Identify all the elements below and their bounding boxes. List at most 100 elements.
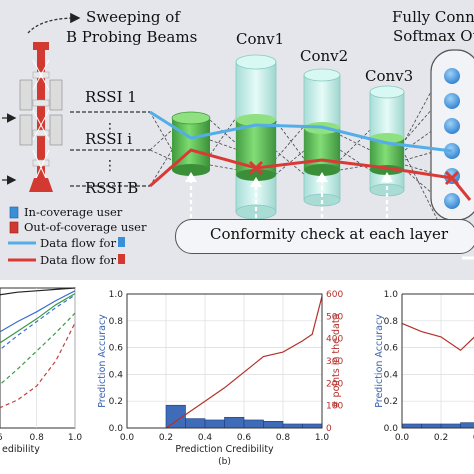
layer-fan-lines xyxy=(209,74,441,226)
diagram-graphics: ⋮ ⋮ xyxy=(2,12,474,264)
panel-b-plot: 0.0 0.2 0.4 0.6 0.8 1.00.00.20.40.60.81.00100… xyxy=(97,290,343,467)
panel-b-ytick-label: 1.0 xyxy=(109,290,124,300)
panel-a-series-line xyxy=(0,294,76,351)
panel-c-ytick-label: 0.6 xyxy=(384,344,399,354)
panel-b-xlabel: Prediction Credibility xyxy=(175,444,274,455)
panel-b-bar xyxy=(302,423,323,429)
rssi-b-label: RSSI B xyxy=(85,179,139,197)
panel-b-bar xyxy=(263,421,284,429)
panel-a-series-line xyxy=(0,312,76,386)
panel-a-series-line xyxy=(0,287,76,296)
conv3-label: Conv3 xyxy=(365,67,414,85)
panel-c-bar xyxy=(440,423,461,429)
sweep-arrow xyxy=(27,12,81,34)
panel-a-series-line xyxy=(0,290,76,333)
panel-b-ytick-label: 0.4 xyxy=(109,370,124,380)
panel-b-axes-frame xyxy=(126,293,323,429)
conv1-cylinder xyxy=(235,54,277,220)
panel-c-ytick-label: 0.4 xyxy=(384,370,399,380)
panel-c-ytick-label: 0.0 xyxy=(384,424,399,434)
rssi-i-label: RSSI i xyxy=(85,130,133,148)
legend-flow-in: Data flow for xyxy=(40,236,116,250)
panel-a-xtick-label: .6 xyxy=(0,433,3,443)
legend-out-coverage-icon xyxy=(9,221,19,234)
panel-b-xtick-label: 1.0 xyxy=(315,433,330,443)
antenna-tower-icon xyxy=(19,42,63,192)
sweep-label-line1: Sweeping of xyxy=(86,8,180,26)
in-coverage-flow-line xyxy=(149,110,453,153)
panel-b-bar xyxy=(224,416,245,429)
panel-b-ytick-label: 0.8 xyxy=(109,317,124,327)
output-node xyxy=(444,118,460,134)
rejection-cross-marks xyxy=(248,160,460,186)
panel-c-xtick-label: 0.2 xyxy=(434,433,448,443)
conformity-arrows xyxy=(189,180,389,218)
output-node xyxy=(444,93,460,109)
panel-b-ytick-right-label: 200 xyxy=(326,379,343,389)
ellipsis-dots: ⋮ xyxy=(103,121,117,137)
panel-b-xtick-label: 0.4 xyxy=(198,433,213,443)
panel-c-xtick-label: 0.0 xyxy=(395,433,410,443)
output-label-line1: Fully Conne xyxy=(392,8,474,26)
panel-b-count-line xyxy=(165,296,323,429)
legend-out-coverage: Out-of-coverage user xyxy=(24,220,147,234)
panel-a-series-line xyxy=(0,322,76,409)
panel-b-ytick-right-label: 300 xyxy=(326,357,343,367)
panel-a-series-line xyxy=(0,293,76,344)
panel-b-ytick-label: 0.6 xyxy=(109,344,124,354)
panel-b-ytick-right-label: 600 xyxy=(326,290,343,300)
panel-a-xtick-label: 1.0 xyxy=(68,433,83,443)
legend-in-coverage: In-coverage user xyxy=(24,205,123,219)
panel-b-ylabel-right: # points in the data xyxy=(331,314,342,409)
panel-c-ytick-label: 1.0 xyxy=(384,290,399,300)
panel-c-bar xyxy=(401,423,422,429)
legend-flow-out-icon xyxy=(118,254,125,264)
legend-flow-out: Data flow for xyxy=(40,253,116,267)
panel-b-caption: (b) xyxy=(218,457,231,467)
conformity-check-label: Conformity check at each layer xyxy=(210,225,449,243)
panel-c-ytick-label: 0.2 xyxy=(384,397,398,407)
panel-b-ylabel: Prediction Accuracy xyxy=(97,314,108,408)
conv2-cylinder xyxy=(303,68,341,207)
panel-c-bar xyxy=(421,423,442,429)
panel-b-bar xyxy=(243,419,264,429)
panel-a-plot: .6 0.8 1.0 edibility xyxy=(0,287,83,455)
panel-b-bar xyxy=(185,418,206,429)
panel-b-ytick-right-label: 400 xyxy=(326,335,343,345)
panel-c-ylabel: Prediction Accuracy xyxy=(374,314,385,408)
panel-c-plot: 0.0 0.2 0.4 1.0 0.8 0.6 0.4 0.2 0.0 Prediction Ac… xyxy=(374,290,474,443)
panel-a-axes-frame xyxy=(0,287,76,429)
panel-a-xlabel: edibility xyxy=(2,444,40,455)
panel-b-bar xyxy=(204,419,225,429)
panel-c-plot-area xyxy=(402,294,474,428)
panel-c-line xyxy=(401,322,474,352)
panel-b-ytick-right-label: 100 xyxy=(326,402,343,412)
ellipsis-dots: ⋮ xyxy=(103,158,117,174)
panel-a-xtick-label: 0.8 xyxy=(30,433,45,443)
legend-in-coverage-icon xyxy=(9,206,19,219)
panel-b-xtick-label: 0.6 xyxy=(237,433,252,443)
panel-b-ytick-right-label: 0 xyxy=(326,424,332,434)
network-diagram: ⋮ ⋮ xyxy=(0,0,474,280)
panel-b-ytick-label: 0.0 xyxy=(109,424,124,434)
panel-c-ytick-label: 0.8 xyxy=(384,317,399,327)
panel-c-xtick-label: 0.4 xyxy=(473,433,474,443)
panel-b-ytick-label: 0.2 xyxy=(109,397,123,407)
output-node xyxy=(444,68,460,84)
sweep-label-line2: B Probing Beams xyxy=(66,28,198,46)
output-node xyxy=(444,193,460,209)
panel-b-xtick-label: 0.2 xyxy=(159,433,173,443)
conv2-label: Conv2 xyxy=(300,47,349,65)
output-label-line2: Softmax Ou xyxy=(393,27,474,45)
panel-b-bar xyxy=(282,423,303,429)
conformity-arrowheads xyxy=(185,172,393,187)
panel-c-bar xyxy=(460,422,474,429)
conformity-check-box xyxy=(175,219,474,254)
rssi-1-label: RSSI 1 xyxy=(85,88,137,106)
conv1-label: Conv1 xyxy=(236,30,285,48)
panel-b-xtick-label: 0.8 xyxy=(276,433,291,443)
panel-b-ytick-right-label: 500 xyxy=(326,312,343,322)
input-layer-cylinder xyxy=(171,111,211,176)
panel-b-xtick-label: 0.0 xyxy=(120,433,135,443)
